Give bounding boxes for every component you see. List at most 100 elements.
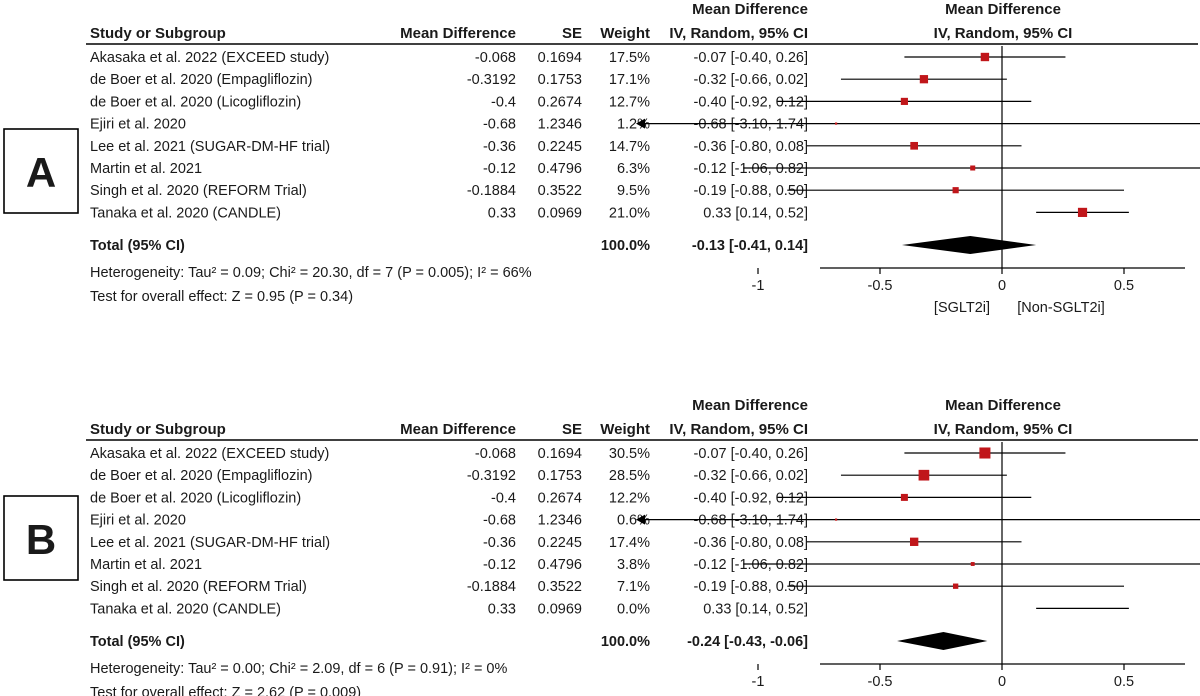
study-name: Lee et al. 2021 (SUGAR-DM-HF trial) bbox=[90, 535, 330, 551]
study-weight: 14.7% bbox=[609, 139, 650, 155]
study-se: 0.4796 bbox=[538, 557, 582, 573]
study-mean-difference: -0.36 bbox=[483, 535, 516, 551]
study-mean-difference: -0.68 bbox=[483, 513, 516, 529]
ci-arrow-left bbox=[636, 514, 645, 525]
study-weight-marker bbox=[909, 537, 919, 546]
study-weight: 17.4% bbox=[609, 535, 650, 551]
plot-header-bottom: IV, Random, 95% CI bbox=[934, 25, 1073, 42]
x-tick-label: -0.5 bbox=[868, 278, 893, 294]
study-se: 0.4796 bbox=[538, 161, 582, 177]
ci-arrow-left bbox=[636, 118, 645, 129]
study-weight-marker bbox=[900, 493, 908, 501]
x-tick-label: -1 bbox=[752, 674, 765, 690]
study-se: 0.2245 bbox=[538, 535, 582, 551]
study-se: 0.0969 bbox=[538, 205, 582, 221]
study-weight: 0.6% bbox=[617, 513, 650, 529]
study-ci: -0.68 [-3.10, 1.74] bbox=[694, 117, 808, 133]
pooled-estimate-diamond bbox=[901, 236, 1037, 254]
study-weight-marker bbox=[900, 97, 908, 105]
study-weight: 30.5% bbox=[609, 446, 650, 462]
md-column-header: Mean Difference bbox=[400, 25, 516, 42]
study-ci: -0.12 [-1.06, 0.82] bbox=[694, 161, 808, 177]
study-mean-difference: 0.33 bbox=[488, 205, 516, 221]
study-mean-difference: -0.4 bbox=[491, 490, 516, 506]
study-weight-marker bbox=[1077, 207, 1088, 217]
se-column-header: SE bbox=[562, 25, 582, 42]
study-weight: 12.7% bbox=[609, 94, 650, 110]
study-ci: -0.40 [-0.92, 0.12] bbox=[694, 490, 808, 506]
study-weight: 0.0% bbox=[617, 601, 650, 617]
study-name: Singh et al. 2020 (REFORM Trial) bbox=[90, 183, 307, 199]
study-weight: 1.2% bbox=[617, 117, 650, 133]
total-weight: 100.0% bbox=[601, 634, 650, 650]
plot-header-top: Mean Difference bbox=[945, 397, 1061, 414]
se-column-header: SE bbox=[562, 421, 582, 438]
weight-column-header: Weight bbox=[600, 25, 650, 42]
study-name: Ejiri et al. 2020 bbox=[90, 117, 186, 133]
study-ci: -0.07 [-0.40, 0.26] bbox=[694, 446, 808, 462]
study-ci: 0.33 [0.14, 0.52] bbox=[703, 205, 808, 221]
study-name: Ejiri et al. 2020 bbox=[90, 513, 186, 529]
study-column-header: Study or Subgroup bbox=[90, 25, 226, 42]
study-name: Akasaka et al. 2022 (EXCEED study) bbox=[90, 446, 329, 462]
study-mean-difference: -0.68 bbox=[483, 117, 516, 133]
study-se: 0.1694 bbox=[538, 446, 582, 462]
study-ci: 0.33 [0.14, 0.52] bbox=[703, 601, 808, 617]
plot-header-bottom: IV, Random, 95% CI bbox=[934, 421, 1073, 438]
study-ci: -0.32 [-0.66, 0.02] bbox=[694, 468, 808, 484]
study-weight: 12.2% bbox=[609, 490, 650, 506]
study-se: 0.1753 bbox=[538, 72, 582, 88]
study-ci: -0.07 [-0.40, 0.26] bbox=[694, 50, 808, 66]
study-ci: -0.40 [-0.92, 0.12] bbox=[694, 94, 808, 110]
total-weight: 100.0% bbox=[601, 238, 650, 254]
panel-label-box bbox=[3, 495, 79, 581]
study-se: 0.3522 bbox=[538, 183, 582, 199]
study-name: de Boer et al. 2020 (Licogliflozin) bbox=[90, 490, 301, 506]
study-weight-marker bbox=[919, 75, 929, 84]
study-ci: -0.32 [-0.66, 0.02] bbox=[694, 72, 808, 88]
study-name: Tanaka et al. 2020 (CANDLE) bbox=[90, 205, 281, 221]
study-se: 0.1753 bbox=[538, 468, 582, 484]
x-tick-label: 0 bbox=[998, 674, 1006, 690]
study-weight: 6.3% bbox=[617, 161, 650, 177]
study-weight-marker bbox=[952, 583, 959, 589]
ci-column-header-bottom: IV, Random, 95% CI bbox=[669, 421, 808, 438]
study-se: 0.0969 bbox=[538, 601, 582, 617]
study-weight: 7.1% bbox=[617, 579, 650, 595]
study-weight-marker bbox=[918, 469, 930, 481]
study-column-header: Study or Subgroup bbox=[90, 421, 226, 438]
study-weight: 17.5% bbox=[609, 50, 650, 66]
study-name: de Boer et al. 2020 (Empagliflozin) bbox=[90, 468, 312, 484]
study-ci: -0.36 [-0.80, 0.08] bbox=[694, 139, 808, 155]
study-weight-marker bbox=[952, 187, 959, 194]
study-name: de Boer et al. 2020 (Licogliflozin) bbox=[90, 94, 301, 110]
study-weight-marker bbox=[910, 141, 918, 150]
study-mean-difference: -0.36 bbox=[483, 139, 516, 155]
study-mean-difference: -0.3192 bbox=[467, 72, 516, 88]
study-mean-difference: -0.3192 bbox=[467, 468, 516, 484]
total-ci: -0.13 [-0.41, 0.14] bbox=[692, 238, 808, 254]
study-name: Martin et al. 2021 bbox=[90, 161, 202, 177]
study-weight: 9.5% bbox=[617, 183, 650, 199]
study-ci: -0.68 [-3.10, 1.74] bbox=[694, 513, 808, 529]
plot-header-top: Mean Difference bbox=[945, 1, 1061, 18]
study-name: Tanaka et al. 2020 (CANDLE) bbox=[90, 601, 281, 617]
forest-panel-b: B Mean Difference Mean Difference Study or … bbox=[3, 397, 1200, 696]
overall-effect-text: Test for overall effect: Z = 0.95 (P = 0… bbox=[90, 289, 353, 305]
ci-column-header-bottom: IV, Random, 95% CI bbox=[669, 25, 808, 42]
study-weight-marker bbox=[980, 52, 990, 62]
x-tick-label: 0 bbox=[998, 278, 1006, 294]
total-label: Total (95% CI) bbox=[90, 634, 185, 650]
heterogeneity-text: Heterogeneity: Tau² = 0.00; Chi² = 2.09,… bbox=[90, 661, 507, 677]
study-se: 0.2674 bbox=[538, 490, 582, 506]
study-weight: 3.8% bbox=[617, 557, 650, 573]
x-tick-label: 0.5 bbox=[1114, 674, 1134, 690]
study-se: 0.2674 bbox=[538, 94, 582, 110]
study-ci: -0.36 [-0.80, 0.08] bbox=[694, 535, 808, 551]
study-weight-marker bbox=[834, 122, 838, 125]
favours-right-label: [Non-SGLT2i] bbox=[1017, 300, 1105, 316]
study-weight: 21.0% bbox=[609, 205, 650, 221]
study-name: de Boer et al. 2020 (Empagliflozin) bbox=[90, 72, 312, 88]
study-mean-difference: -0.12 bbox=[483, 557, 516, 573]
